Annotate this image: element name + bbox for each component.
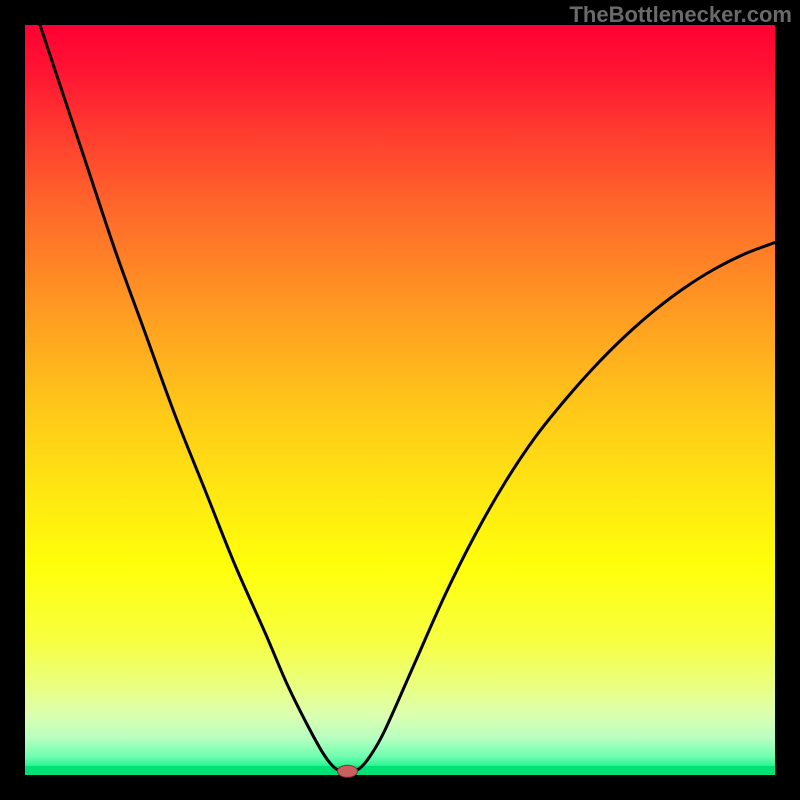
watermark-text: TheBottlenecker.com [569, 2, 792, 28]
plot-area [25, 25, 775, 775]
bottom-band [25, 766, 775, 775]
optimal-marker [338, 765, 358, 777]
bottleneck-chart [0, 0, 800, 800]
chart-frame: TheBottlenecker.com [0, 0, 800, 800]
